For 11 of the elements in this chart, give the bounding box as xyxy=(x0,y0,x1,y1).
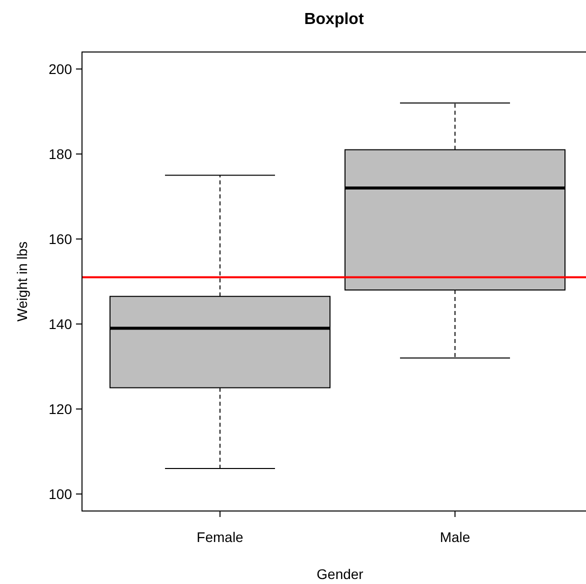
y-tick-label: 160 xyxy=(48,230,72,247)
y-tick-label: 180 xyxy=(48,146,72,162)
y-tick-label: 200 xyxy=(48,60,72,77)
chart-title: Boxplot xyxy=(304,11,364,28)
y-axis-title: Weight in lbs xyxy=(14,242,30,322)
y-tick-label: 120 xyxy=(48,400,72,417)
y-tick-label: 140 xyxy=(48,316,72,332)
x-tick-label: Male xyxy=(440,529,470,545)
x-tick-label: Female xyxy=(196,529,244,545)
y-tick-label: 100 xyxy=(48,486,72,502)
x-axis-title: Gender xyxy=(316,566,364,582)
